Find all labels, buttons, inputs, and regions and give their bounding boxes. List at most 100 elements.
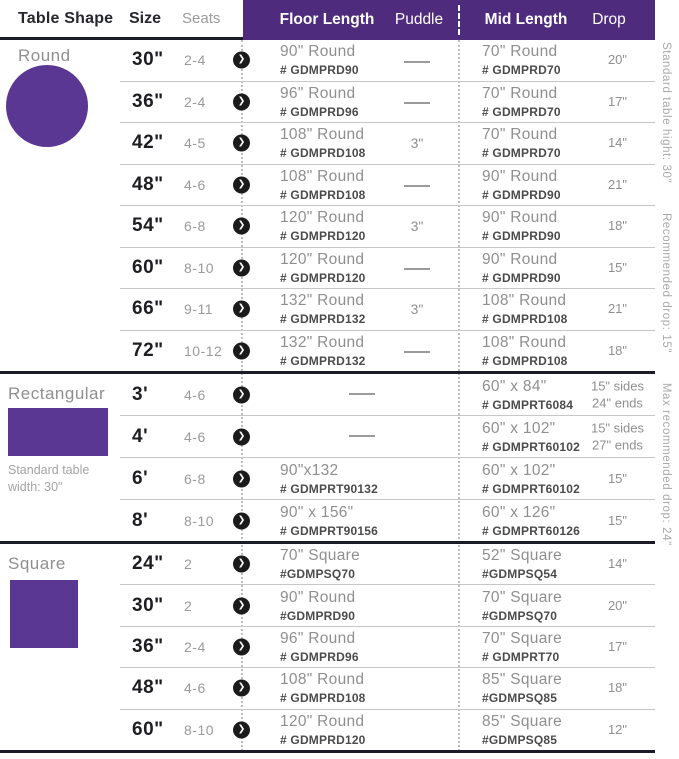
seats-cell: 8-10 — [184, 512, 215, 529]
mid-length-cell: 108" Round # GDMPRD108 — [482, 292, 617, 326]
drop-cell: 17" — [580, 93, 655, 111]
mid-length-cell: 85" Square #GDMPSQ85 — [482, 713, 617, 747]
floor-length-cell — [262, 428, 462, 446]
floor-sku: # GDMPRD108 — [280, 691, 366, 706]
size-cell: 48" — [132, 173, 164, 195]
mid-length-value: 60" x 84" — [482, 377, 547, 395]
floor-length-value: 132" Round — [280, 333, 365, 351]
section-round: Round 30" 2-4 ❯ 90" Round # GDMPRD90 70" Round… — [0, 40, 655, 374]
seats-cell: 6-8 — [184, 218, 206, 235]
drop-value: 15" sides — [590, 377, 645, 393]
seats-cell: 4-6 — [184, 680, 206, 697]
arrow-icon: ❯ — [233, 134, 250, 152]
mid-length-cell: 70" Round # GDMPRD70 — [482, 126, 617, 160]
mid-sku: # GDMPRD108 — [482, 353, 568, 368]
floor-sku: # GDMPRT90132 — [280, 481, 378, 496]
mid-length-value: 70" Round — [482, 43, 558, 61]
chevron-right-icon: ❯ — [237, 303, 246, 314]
floor-length-value: 108" Round — [280, 671, 365, 689]
side-note-recommended-drop: Recommended drop: 15" — [660, 213, 672, 354]
mid-length-cell: 60" x 102" # GDMPRT60102 — [482, 420, 617, 454]
size-cell: 36" — [132, 636, 164, 658]
mid-length-value: 70" Square — [482, 588, 563, 606]
header-dashed-divider — [458, 5, 460, 35]
mid-sku: # GDMPRT60102 — [482, 439, 580, 454]
size-cell: 72" — [132, 339, 164, 361]
drop-value: 17" — [607, 93, 628, 109]
size-cell: 8' — [132, 509, 149, 531]
floor-length-cell: 90" Round # GDMPRD90 — [280, 43, 415, 77]
floor-length-cell: 132" Round # GDMPRD132 — [280, 292, 415, 326]
drop-cell: 12" — [580, 721, 655, 739]
floor-sku: # GDMPRT90156 — [280, 523, 378, 538]
drop-cell: 15" — [580, 259, 655, 277]
mid-length-cell: 70" Square # GDMPRT70 — [482, 630, 617, 664]
size-cell: 54" — [132, 215, 164, 237]
chevron-right-icon: ❯ — [237, 345, 246, 356]
table-row: 30" 2 ❯ 90" Round #GDMPRD90 70" Square #GDMPSQ… — [120, 584, 655, 625]
mid-sku: # GDMPRT60102 — [482, 481, 580, 496]
table-row: 48" 4-6 ❯ 108" Round # GDMPRD108 90" Round # G… — [120, 163, 655, 206]
table-row: 60" 8-10 ❯ 120" Round # GDMPRD120 85" Square #… — [120, 708, 655, 750]
arrow-icon: ❯ — [233, 259, 250, 277]
section-rectangular: Rectangular Standard table width: 30" 3' 4-… — [0, 374, 655, 544]
size-cell: 42" — [132, 132, 164, 154]
drop-value: 14" — [607, 135, 628, 151]
mid-sku: # GDMPRD90 — [482, 229, 561, 244]
drop-cell: 14" — [580, 134, 655, 152]
mid-length-value: 60" x 126" — [482, 503, 556, 521]
section-left-panel: Rectangular Standard table width: 30" — [0, 374, 120, 541]
floor-length-value: 90" Round — [280, 43, 356, 61]
col-header-table-shape: Table Shape — [18, 10, 114, 27]
drop-value: 21" — [607, 301, 628, 317]
floor-sku: # GDMPRD120 — [280, 732, 366, 747]
sizing-table-body: Round 30" 2-4 ❯ 90" Round # GDMPRD90 70" Round… — [0, 40, 655, 753]
section-label: Square — [8, 554, 66, 573]
floor-length-value: 120" Round — [280, 209, 365, 227]
arrow-icon: ❯ — [233, 51, 250, 69]
drop-value: 18" — [607, 680, 628, 696]
floor-length-cell: 108" Round # GDMPRD108 — [280, 168, 415, 202]
table-row: 8' 8-10 ❯ 90" x 156" # GDMPRT90156 60" x 126"… — [120, 499, 655, 541]
floor-length-value: 120" Round — [280, 250, 365, 268]
section-label: Rectangular — [8, 384, 106, 403]
floor-sku: # GDMPRD108 — [280, 187, 366, 202]
size-cell: 48" — [132, 677, 164, 699]
floor-length-cell: 120" Round # GDMPRD120 — [280, 713, 415, 747]
chevron-right-icon: ❯ — [237, 96, 246, 107]
arrow-icon: ❯ — [233, 93, 250, 111]
size-cell: 30" — [132, 49, 164, 71]
drop-value-ends: 24" ends — [592, 395, 643, 411]
mid-sku: # GDMPRD70 — [482, 146, 561, 161]
drop-cell: 18" — [580, 217, 655, 235]
drop-value: 15" — [607, 470, 628, 486]
size-cell: 4' — [132, 425, 149, 447]
drop-value: 21" — [607, 176, 628, 192]
floor-length-cell: 96" Round # GDMPRD96 — [280, 630, 415, 664]
dash-icon — [404, 351, 430, 354]
floor-sku: # GDMPRD108 — [280, 146, 366, 161]
arrow-icon: ❯ — [233, 176, 250, 194]
floor-sku: # GDMPRD120 — [280, 270, 366, 285]
seats-cell: 6-8 — [184, 470, 206, 487]
floor-length-value: 90" Round — [280, 588, 356, 606]
mid-length-cell: 108" Round # GDMPRD108 — [482, 334, 617, 368]
chevron-right-icon: ❯ — [237, 179, 246, 190]
table-row: 66" 9-11 ❯ 132" Round # GDMPRD132 3" 108" Roun… — [120, 288, 655, 330]
table-row: 60" 8-10 ❯ 120" Round # GDMPRD120 90" Round # … — [120, 246, 655, 289]
size-cell: 36" — [132, 90, 164, 112]
dash-icon — [349, 393, 375, 396]
arrow-icon: ❯ — [233, 470, 250, 487]
chevron-right-icon: ❯ — [237, 600, 246, 611]
chevron-right-icon: ❯ — [237, 473, 246, 483]
mid-sku: #GDMPSQ85 — [482, 691, 558, 706]
size-cell: 24" — [132, 553, 164, 575]
mid-sku: #GDMPSQ70 — [482, 608, 558, 623]
table-row: 54" 6-8 ❯ 120" Round # GDMPRD120 3" 90" Round #… — [120, 205, 655, 247]
puddle-cell — [392, 52, 442, 68]
drop-cell: 15" sides 27" ends — [580, 419, 655, 454]
mid-length-cell: 60" x 84" # GDMPRT6084 — [482, 378, 617, 412]
mid-length-cell: 70" Round # GDMPRD70 — [482, 43, 617, 77]
mid-sku: # GDMPRT6084 — [482, 397, 574, 412]
seats-cell: 2-4 — [184, 52, 206, 69]
